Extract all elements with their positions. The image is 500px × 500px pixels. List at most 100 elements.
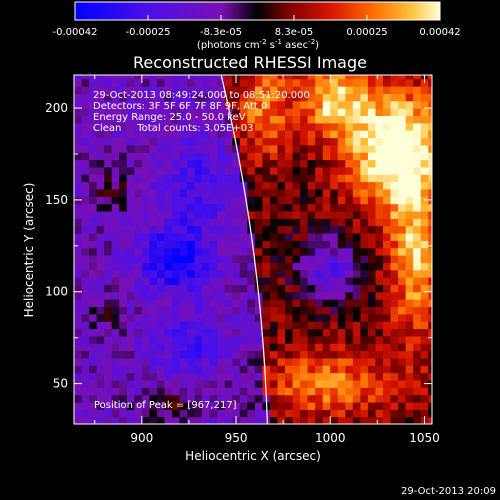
heatmap-cell [398, 394, 407, 403]
heatmap-cell [360, 166, 369, 175]
heatmap-cell [383, 255, 392, 263]
heatmap-cell [104, 130, 113, 139]
heatmap-cell [292, 78, 301, 87]
heatmap-cell [345, 166, 354, 175]
heatmap-cell [239, 75, 248, 80]
heatmap-cell [119, 306, 128, 315]
heatmap-cell [428, 174, 432, 183]
heatmap-cell [89, 328, 98, 337]
heatmap-cell [171, 152, 181, 161]
heatmap-cell [383, 372, 392, 381]
heatmap-cell [134, 75, 143, 80]
heatmap-cell [254, 144, 264, 153]
heatmap-cell [405, 262, 414, 271]
heatmap-cell [428, 181, 432, 190]
heatmap-cell [171, 401, 181, 410]
heatmap-cell [420, 159, 429, 168]
heatmap-cell [239, 115, 248, 124]
heatmap-cell [360, 78, 369, 87]
heatmap-cell [209, 203, 218, 212]
heatmap-cell [179, 78, 188, 87]
heatmap-cell [149, 416, 158, 424]
heatmap-cell [74, 232, 83, 241]
heatmap-cell [330, 78, 339, 87]
heatmap-cell [285, 299, 294, 308]
heatmap-cell [420, 269, 429, 278]
heatmap-cell [187, 335, 196, 344]
heatmap-cell [285, 122, 294, 131]
heatmap-cell [398, 247, 407, 256]
heatmap-cell [179, 210, 188, 219]
heatmap-cell [232, 93, 241, 102]
heatmap-cell [179, 196, 188, 205]
heatmap-cell [202, 159, 211, 168]
heatmap-cell [307, 401, 316, 410]
heatmap-cell [156, 277, 166, 285]
heatmap-cell [345, 321, 354, 330]
heatmap-cell [405, 313, 414, 322]
heatmap-cell [405, 350, 414, 359]
heatmap-cell [300, 159, 309, 168]
heatmap-cell [375, 210, 384, 219]
colorbar-gradient [74, 1, 441, 21]
heatmap-cell [119, 137, 128, 146]
heatmap-cell [322, 86, 331, 94]
heatmap-cell [119, 284, 128, 293]
heatmap-cell [405, 321, 414, 330]
heatmap-cell [322, 174, 331, 183]
heatmap-cell [217, 357, 226, 366]
heatmap-cell [232, 328, 241, 337]
heatmap-cell [398, 313, 407, 322]
heatmap-cell [171, 255, 181, 263]
heatmap-cell [171, 210, 181, 219]
heatmap-cell [224, 166, 233, 175]
heatmap-cell [360, 401, 369, 410]
heatmap-cell [390, 328, 399, 337]
heatmap-cell [262, 78, 271, 87]
heatmap-cell [164, 196, 173, 205]
colorbar-tick-label: 8.3e-05 [275, 27, 313, 38]
heatmap-cell [209, 225, 218, 234]
heatmap-cell [179, 409, 188, 418]
heatmap-cell [81, 306, 90, 315]
heatmap-cell [119, 181, 128, 190]
heatmap-cell [360, 188, 369, 197]
heatmap-cell [194, 350, 203, 359]
heatmap-cell [330, 218, 339, 227]
heatmap-cell [164, 262, 173, 271]
heatmap-cell [345, 225, 354, 234]
heatmap-cell [149, 277, 158, 285]
heatmap-cell [420, 394, 429, 403]
heatmap-cell [428, 166, 432, 175]
heatmap-cell [352, 401, 361, 410]
heatmap-cell [217, 122, 226, 131]
heatmap-cell [360, 137, 369, 146]
heatmap-cell [209, 247, 218, 256]
heatmap-cell [405, 210, 414, 219]
heatmap-cell [428, 86, 432, 94]
heatmap-cell [126, 394, 135, 403]
heatmap-cell [337, 284, 346, 293]
heatmap-cell [352, 188, 361, 197]
heatmap-cell [179, 335, 188, 344]
heatmap-cell [111, 174, 120, 183]
heatmap-cell [247, 277, 256, 285]
heatmap-cell [187, 269, 196, 278]
heatmap-cell [292, 306, 301, 315]
heatmap-cell [405, 277, 414, 285]
heatmap-cell [345, 159, 354, 168]
heatmap-cell [413, 218, 422, 227]
heatmap-cell [171, 291, 181, 300]
heatmap-cell [254, 159, 264, 168]
heatmap-cell [315, 291, 324, 300]
heatmap-cell [413, 379, 422, 388]
heatmap-cell [390, 299, 399, 308]
heatmap-cell [352, 328, 361, 337]
heatmap-cell [232, 100, 241, 109]
heatmap-cell [74, 321, 83, 330]
heatmap-cell [360, 218, 369, 227]
heatmap-cell [337, 328, 346, 337]
heatmap-cell [232, 394, 241, 403]
heatmap-cell [330, 306, 339, 315]
heatmap-cell [277, 343, 286, 352]
